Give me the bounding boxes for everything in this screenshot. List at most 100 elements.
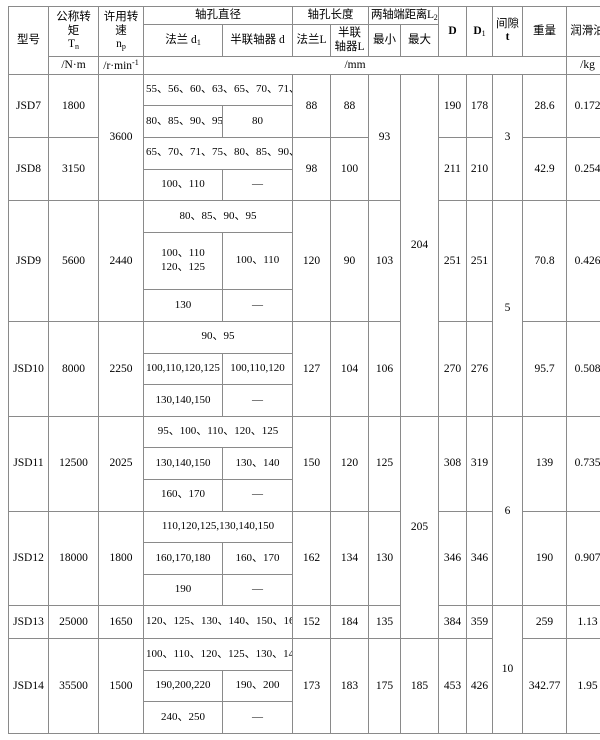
cell-speed: 1800 [98, 510, 144, 607]
cell-model: JSD11 [8, 415, 49, 512]
cell-lubricant: 0.172 [566, 73, 600, 139]
cell-D: 270 [438, 320, 468, 417]
header-row-1: 型号 公称转矩 Tn 许用转速 np 轴孔直径 轴孔长度 两轴端距离L2 D D… [8, 6, 600, 75]
cell-half-coupling-L: 100 [330, 137, 369, 202]
cell-half-coupling-L: 184 [330, 605, 369, 640]
cell-weight: 342.77 [522, 638, 568, 734]
cell-dist-min: 135 [368, 605, 401, 640]
cell-bore-flange-d1: 190,200,220 [143, 669, 223, 703]
cell-bore-flange-d1: 65、70、71、75、80、85、90、95 [143, 137, 293, 170]
cell-D: 308 [438, 415, 468, 512]
cell-D1: 319 [466, 415, 494, 512]
header-weight: 重量 [522, 6, 568, 57]
cell-D1: 359 [466, 605, 494, 640]
table-row: JSD11 12500 2025 95、100、110、120、125 150 120 12… [8, 415, 600, 640]
table-row: 160、170— [9, 478, 600, 512]
table-row: 160,170,180 160、170 [9, 542, 600, 575]
cell-bore-flange-d1: 130 [143, 289, 223, 322]
cell-speed: 1500 [98, 638, 144, 734]
cell-bore-flange-d1: 100,110,120,125 [143, 352, 223, 386]
table-row: 130,140,150 130、140 [9, 447, 600, 480]
header-lubricant: 润滑油 [566, 6, 600, 57]
cell-torque: 5600 [48, 200, 99, 322]
cell-weight: 70.8 [522, 200, 568, 322]
cell-weight: 259 [522, 605, 568, 640]
cell-clearance: 6 [492, 415, 524, 607]
cell-speed: 1650 [98, 605, 144, 640]
cell-speed: 2440 [98, 200, 144, 322]
cell-model: JSD9 [8, 200, 49, 322]
cell-torque: 18000 [48, 510, 99, 607]
table-row: 240、250— [9, 701, 600, 734]
header-row-2: 法兰 d1 半联轴器 d 法兰L 半联轴器L 最小 最大 [9, 23, 600, 57]
cell-weight: 139 [522, 415, 568, 512]
cell-flange-L: 173 [292, 638, 331, 734]
unit-mm: /mm [142, 55, 568, 75]
unit-kg: /kg [566, 55, 600, 75]
cell-lubricant: 0.508 [566, 320, 600, 417]
header-flange-L: 法兰L [292, 23, 331, 57]
header-flange-d1: 法兰 d1 [143, 23, 223, 57]
cell-model: JSD7 [8, 73, 49, 139]
cell-bore-half-coupling-d: — [222, 384, 293, 417]
cell-flange-L: 127 [292, 320, 331, 417]
header-shaft-distance-group: 两轴端距离L2 [367, 6, 440, 25]
cell-D: 251 [438, 200, 468, 322]
cell-dist-max: 205 [399, 415, 440, 640]
cell-torque: 25000 [48, 605, 99, 640]
header-D: D [438, 6, 468, 57]
cell-bore-flange-d1: 160、170 [143, 478, 223, 512]
cell-D1: 346 [466, 510, 494, 607]
cell-torque: 1800 [48, 73, 99, 139]
cell-dist-min: 175 [368, 638, 401, 734]
header-dist-max: 最大 [399, 23, 440, 57]
table-row: 100、110— [9, 168, 600, 202]
cell-bore-flange-d1: 95、100、110、120、125 [143, 415, 293, 449]
cell-bore-half-coupling-d: — [222, 168, 293, 202]
cell-model: JSD12 [8, 510, 49, 607]
table-row: JSD14355001500100、110、120、125、130、140、15… [8, 638, 600, 734]
cell-D1: 251 [466, 200, 494, 322]
cell-dist-min: 106 [368, 320, 401, 417]
cell-bore-half-coupling-d: 160、170 [222, 542, 293, 575]
cell-lubricant: 0.907 [566, 510, 600, 607]
cell-bore-half-coupling-d: — [222, 289, 293, 322]
cell-speed: 2250 [98, 320, 144, 417]
cell-bore-flange-d1: 100、110、120、125、130、140、150、160、170、180 [143, 638, 293, 671]
coupling-spec-table: 型号 公称转矩 Tn 许用转速 np 轴孔直径 轴孔长度 两轴端距离L2 D D… [8, 6, 600, 734]
cell-weight: 28.6 [522, 73, 568, 139]
cell-bore-half-coupling-d: — [222, 573, 293, 607]
cell-flange-L: 152 [292, 605, 331, 640]
cell-clearance: 10 [492, 605, 524, 734]
header-D1: D1 [466, 6, 494, 57]
cell-flange-L: 150 [292, 415, 331, 512]
cell-bore-flange-d1: 110,120,125,130,140,150 [143, 510, 293, 544]
cell-lubricant: 0.426 [566, 200, 600, 322]
cell-dist-max: 204 [399, 73, 440, 417]
cell-model: JSD14 [8, 638, 49, 734]
cell-bore-flange-d1: 100、110 [143, 168, 223, 202]
cell-bore-flange-d1: 80、85、90、95 [143, 200, 293, 233]
cell-bore-flange-d1: 55、56、60、63、65、70、71、75 [143, 73, 293, 107]
cell-speed: 2025 [98, 415, 144, 512]
cell-bore-flange-d1: 120、125、130、140、150、160、170、180、190、200 [143, 605, 293, 640]
header-torque: 公称转矩 Tn [48, 6, 99, 57]
cell-D1: 210 [466, 137, 494, 202]
cell-clearance: 5 [492, 200, 524, 417]
cell-half-coupling-L: 88 [330, 73, 369, 139]
cell-flange-L: 120 [292, 200, 331, 322]
unit-torque: /N·m [48, 55, 99, 75]
cell-torque: 12500 [48, 415, 99, 512]
cell-half-coupling-L: 134 [330, 510, 369, 607]
cell-bore-half-coupling-d: 190、200 [222, 669, 293, 703]
cell-D: 211 [438, 137, 468, 202]
header-speed: 许用转速 np [98, 6, 144, 57]
table-header: 型号 公称转矩 Tn 许用转速 np 轴孔直径 轴孔长度 两轴端距离L2 D D… [8, 6, 600, 75]
cell-D1: 178 [466, 73, 494, 139]
cell-bore-flange-d1: 80、85、90、95 [143, 105, 223, 139]
cell-dist-max: 185 [399, 638, 440, 734]
cell-dist-min: 125 [368, 415, 401, 512]
header-bore-diameter-group: 轴孔直径 [143, 6, 293, 25]
cell-D: 453 [438, 638, 468, 734]
